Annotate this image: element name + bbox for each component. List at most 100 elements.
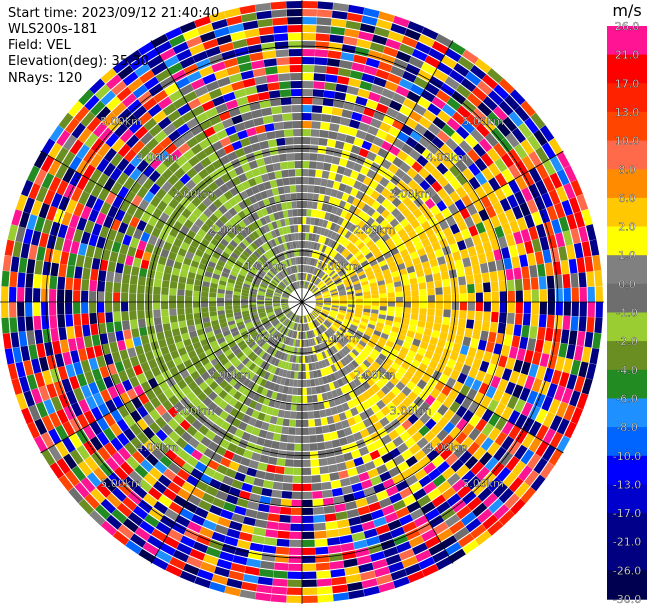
- gate-cell: [516, 217, 528, 231]
- gate-cell: [68, 100, 84, 117]
- gate-cell: [285, 250, 291, 259]
- gate-cell: [321, 351, 327, 359]
- gate-cell: [230, 344, 239, 352]
- gate-cell: [464, 376, 475, 388]
- gate-cell: [281, 426, 289, 435]
- gate-cell: [550, 247, 560, 263]
- gate-cell: [151, 447, 165, 461]
- gate-cell: [314, 307, 322, 312]
- gate-cell: [137, 240, 147, 251]
- gate-cell: [238, 421, 248, 431]
- gate-cell: [289, 411, 297, 419]
- gate-cell: [236, 539, 251, 550]
- gate-cell: [472, 502, 488, 518]
- gate-cell: [220, 357, 229, 366]
- gate-cell: [416, 437, 429, 449]
- gate-cell: [302, 121, 312, 129]
- gate-cell: [170, 350, 180, 360]
- gate-cell: [346, 85, 359, 96]
- gate-cell: [228, 323, 237, 330]
- gate-cell: [311, 233, 317, 242]
- gate-cell: [560, 329, 570, 344]
- gate-cell: [308, 363, 313, 371]
- gate-cell: [177, 379, 188, 390]
- gate-cell: [319, 314, 327, 319]
- gate-cell: [409, 277, 418, 285]
- gate-cell: [291, 507, 302, 515]
- gate-cell: [313, 185, 321, 194]
- gate-cell: [446, 97, 462, 111]
- gate-cell: [328, 196, 336, 205]
- gate-cell: [245, 277, 253, 283]
- gate-cell: [202, 38, 219, 50]
- gate-cell: [410, 508, 425, 521]
- gate-cell: [52, 249, 62, 264]
- gate-cell: [249, 400, 258, 409]
- gate-cell: [183, 443, 195, 455]
- gate-cell: [294, 225, 299, 233]
- gate-cell: [290, 81, 302, 89]
- gate-cell: [288, 338, 293, 346]
- gate-cell: [207, 228, 217, 238]
- gate-cell: [297, 387, 302, 395]
- gate-cell: [208, 412, 219, 423]
- gate-cell: [419, 401, 431, 413]
- gate-cell: [509, 219, 520, 234]
- gate-cell: [264, 242, 271, 250]
- gate-cell: [488, 427, 501, 442]
- gate-cell: [96, 173, 109, 187]
- gate-cell: [217, 306, 225, 311]
- gate-cell: [165, 359, 176, 370]
- gate-cell: [169, 34, 186, 48]
- gate-cell: [82, 164, 96, 179]
- gate-cell: [480, 395, 492, 409]
- gate-cell: [363, 302, 371, 306]
- gate-cell: [369, 282, 378, 288]
- gate-cell: [294, 363, 299, 371]
- gate-cell: [162, 323, 171, 332]
- gate-cell: [265, 406, 274, 415]
- gate-cell: [38, 202, 50, 219]
- gate-cell: [529, 264, 538, 278]
- gate-cell: [235, 280, 243, 286]
- gate-cell: [339, 297, 347, 300]
- gate-cell: [213, 328, 222, 336]
- gate-cell: [270, 357, 277, 365]
- gate-cell: [238, 241, 247, 250]
- gate-cell: [539, 125, 555, 142]
- gate-cell: [413, 173, 425, 185]
- gate-cell: [208, 88, 223, 100]
- gate-cell: [290, 523, 302, 531]
- gate-cell: [233, 203, 242, 213]
- gate-cell: [316, 280, 323, 287]
- gate-cell: [304, 323, 307, 331]
- gate-cell: [94, 84, 111, 100]
- gate-cell: [419, 179, 431, 191]
- gate-cell: [531, 351, 542, 366]
- gate-cell: [174, 425, 186, 437]
- gate-cell: [137, 91, 153, 105]
- gate-cell: [324, 350, 330, 358]
- gate-cell: [434, 316, 443, 324]
- gate-cell: [161, 309, 169, 317]
- gate-cell: [342, 336, 350, 343]
- gate-cell: [162, 193, 173, 205]
- gate-cell: [331, 250, 338, 259]
- gate-cell: [155, 429, 168, 442]
- gate-cell: [361, 318, 369, 324]
- gate-cell: [340, 358, 348, 367]
- gate-cell: [185, 179, 197, 191]
- gate-cell: [190, 468, 203, 480]
- gate-cell: [348, 4, 365, 15]
- gate-cell: [328, 283, 335, 289]
- gate-cell: [175, 155, 188, 167]
- gate-cell: [406, 330, 415, 339]
- gate-cell: [462, 539, 479, 555]
- gate-cell: [344, 263, 352, 271]
- gate-cell: [331, 345, 338, 354]
- gate-cell: [295, 427, 302, 435]
- gate-cell: [356, 229, 365, 238]
- gate-cell: [535, 408, 548, 424]
- gate-cell: [365, 536, 381, 547]
